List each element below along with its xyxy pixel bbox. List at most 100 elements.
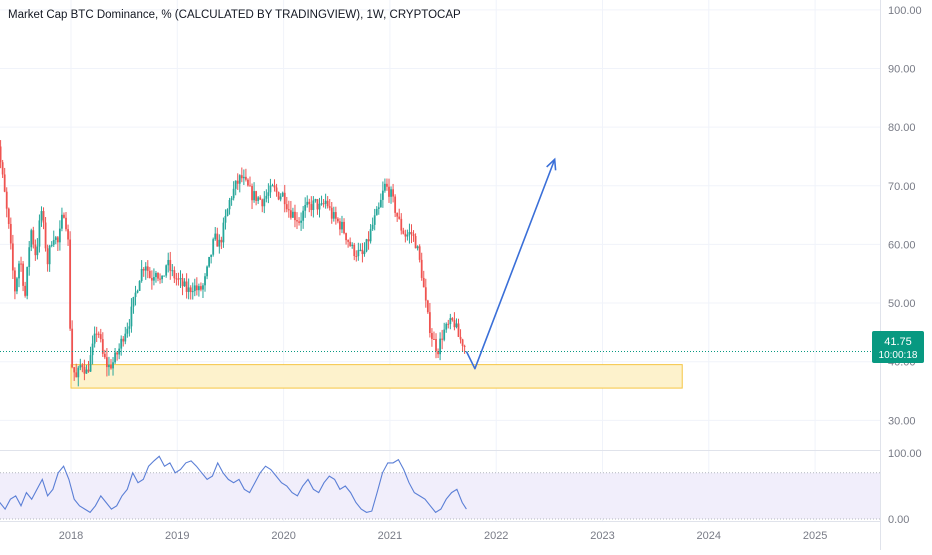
x-tick-label: 2023 [590,530,614,542]
candle-body [165,265,168,276]
candle-body [314,199,317,201]
candle-body [234,180,237,189]
candle-body [11,243,14,271]
candle-body [0,146,2,163]
candle-body [351,244,354,246]
candle-body [255,191,258,201]
candle-body [263,198,266,207]
candle-body [50,244,53,246]
candle-body [220,239,223,243]
candle-body [171,270,174,272]
candle-body [285,204,288,210]
x-tick-label: 2020 [271,530,295,542]
y-tick-label: 60.00 [888,239,916,251]
candle-body [275,187,278,193]
y-tick-label: 90.00 [888,64,916,76]
candle-body [230,198,233,201]
candle-body [75,372,78,378]
candle-body [267,192,270,196]
candle-body [48,245,51,265]
candle-body [447,323,450,325]
candle-body [167,259,170,266]
candle-body [20,263,22,265]
candle-body [424,287,427,301]
candle-body [242,176,245,179]
candle-body [71,328,74,368]
candle-body [404,233,407,237]
candle-body [67,229,69,240]
candle-body [341,221,343,230]
candle-body [169,259,172,271]
candle-body [103,353,106,358]
candle-body [298,221,300,223]
candle-body [463,345,466,347]
candle-body [422,277,425,288]
candle-body [142,268,145,271]
price-badge-countdown: 10:00:18 [879,350,918,361]
candle-body [324,200,327,204]
candle-body [443,329,446,340]
candle-body [406,234,409,237]
candle-body [265,195,268,199]
candle-body [398,216,401,219]
candle-body [187,287,190,292]
candle-body [371,224,374,230]
candle-body [116,352,119,355]
candle-body [257,197,260,201]
candle-body [30,230,33,248]
candle-body [105,357,108,368]
candle-body [390,189,392,197]
candle-body [114,352,116,363]
candle-body [388,186,390,197]
candle-body [161,275,163,280]
candle-body [369,229,372,242]
candle-body [345,233,347,241]
y-tick-label: 30.00 [888,415,916,427]
candle-body [22,263,24,286]
candle-body [420,259,423,278]
candle-body [426,300,429,313]
candle-body [195,285,198,291]
candle-body [128,326,131,329]
candle-body [110,365,112,369]
candle-body [308,201,311,205]
drawing-overlay [0,157,880,370]
candle-body [159,278,161,280]
candle-body [428,312,431,334]
y-tick-label: 50.00 [888,298,916,310]
candle-body [445,323,448,330]
candle-body [181,278,184,287]
candle-body [36,246,39,256]
candle-body [52,239,55,245]
candle-body [101,339,104,354]
candle-body [431,333,433,339]
candle-body [206,266,208,277]
candle-body [296,220,298,222]
candle-body [112,362,114,369]
candle-body [138,280,141,291]
candle-body [294,211,296,221]
rsi-line [0,455,467,514]
candle-body [332,212,335,219]
candle-body [79,365,82,368]
x-tick-label: 2025 [803,530,827,542]
candle-body [359,249,362,251]
candle-body [232,188,235,199]
candle-body [40,211,43,221]
candle-body [435,338,437,352]
candle-body [179,278,182,280]
candle-body [81,365,84,367]
candle-body [99,334,102,340]
candle-body [204,276,206,286]
candle-body [226,209,229,216]
price-badge-value: 41.75 [884,336,912,348]
candle-body [69,239,72,329]
rsi-pane [0,455,880,520]
candle-body [394,196,397,213]
candle-body [396,212,399,217]
candle-body [392,189,394,197]
candle-body [5,191,8,209]
